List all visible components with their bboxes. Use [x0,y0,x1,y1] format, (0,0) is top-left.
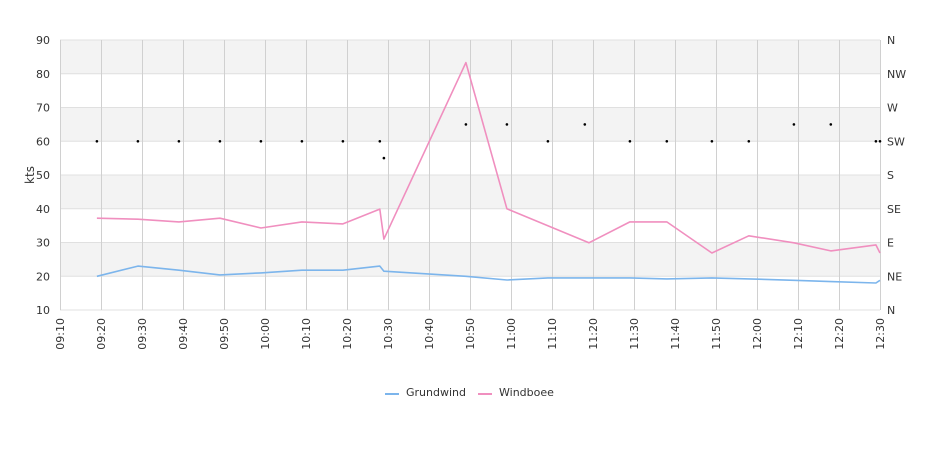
direction-point [505,123,509,126]
x-tick-label: 09:40 [177,318,190,350]
y2-tick-label: SE [887,203,901,216]
x-tick-label: 12:20 [833,318,846,350]
y2-axis-labels: N NE E SE S SW W NW N [887,34,906,317]
x-tick-label: 09:10 [54,318,67,350]
x-tick-label: 11:20 [587,318,600,350]
direction-point [382,156,386,160]
direction-point [218,140,222,143]
y-axis-labels: 10 20 30 40 50 60 70 80 90 [36,34,50,317]
legend-label-windboee: Windboee [499,386,554,399]
direction-point [300,140,304,143]
series-lines [96,61,881,284]
direction-points [95,123,882,160]
direction-point [177,140,181,143]
y2-tick-label: N [887,34,895,47]
series-line-windboee [96,61,881,254]
x-axis-labels: 09:10 09:20 09:30 09:40 09:50 10:00 10:10 10:20… [54,318,887,350]
x-tick-label: 09:30 [136,318,149,350]
x-tick-label: 11:10 [546,318,559,350]
direction-point [710,140,714,143]
y-tick-label: 70 [36,102,50,115]
x-tick-label: 10:20 [341,318,354,350]
x-tick-label: 11:00 [505,318,518,350]
legend-item-grundwind[interactable]: Grundwind [385,386,466,399]
direction-point [95,140,99,143]
x-tick-label: 11:30 [628,318,641,350]
y-tick-label: 40 [36,203,50,216]
y2-tick-label: S [887,169,894,182]
x-tick-label: 12:10 [792,318,805,350]
y-tick-label: 90 [36,34,50,47]
series-line-grundwind [96,265,881,284]
direction-point [341,140,345,143]
direction-point [378,140,382,143]
x-tick-label: 09:20 [95,318,108,350]
y-tick-label: 50 [36,169,50,182]
direction-point [259,140,263,143]
y-tick-label: 60 [36,135,50,148]
x-tick-label: 10:00 [259,318,272,350]
y2-tick-label: NW [887,68,906,81]
direction-point [792,123,796,126]
x-tick-label: 11:50 [710,318,723,350]
y-tick-label: 20 [36,270,50,283]
legend[interactable]: Grundwind Windboee [385,386,554,399]
y2-tick-label: N [887,304,895,317]
x-tick-label: 09:50 [218,318,231,350]
y2-tick-label: E [887,237,894,250]
direction-point [136,140,140,143]
y-tick-label: 80 [36,68,50,81]
direction-point [874,140,878,143]
x-tick-label: 10:50 [464,318,477,350]
x-tick-label: 11:40 [669,318,682,350]
y2-tick-label: SW [887,135,905,148]
legend-item-windboee[interactable]: Windboee [478,386,554,399]
y-tick-label: 10 [36,304,50,317]
x-tick-label: 10:40 [423,318,436,350]
direction-point [665,140,669,143]
direction-point [747,140,751,143]
direction-point [464,123,468,126]
x-tick-label: 12:00 [751,318,764,350]
y2-tick-label: W [887,102,898,115]
x-tick-label: 10:30 [382,318,395,350]
legend-label-grundwind: Grundwind [406,386,466,399]
direction-point [829,123,833,126]
y2-tick-label: NE [887,270,902,283]
direction-point [546,140,550,143]
direction-point [628,140,632,143]
x-tick-label: 10:10 [300,318,313,350]
y-tick-label: 30 [36,237,50,250]
direction-point [878,140,882,143]
y-axis-title: kts [23,166,37,184]
direction-point [583,123,587,126]
x-tick-label: 12:30 [874,318,887,350]
